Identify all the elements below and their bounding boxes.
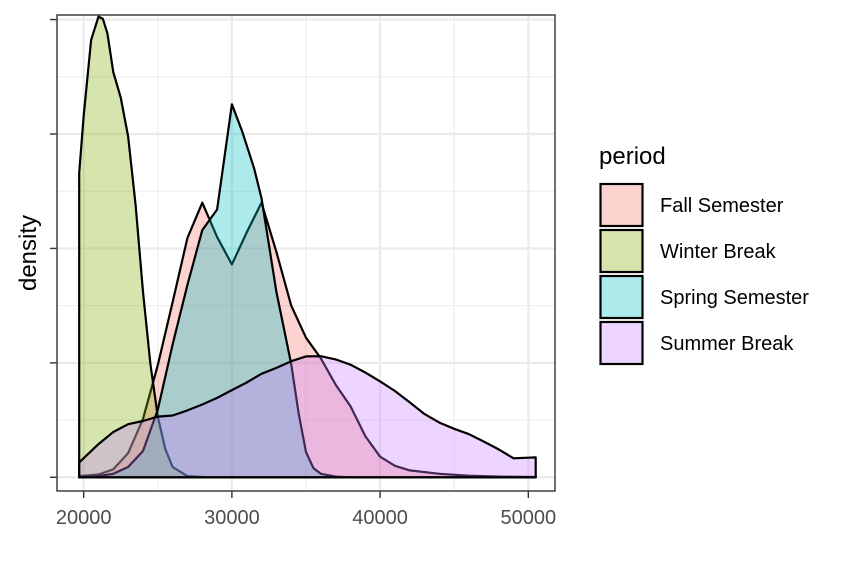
x-tick-label: 20000: [56, 507, 112, 529]
legend-label-fall-semester: Fall Semester: [660, 195, 784, 217]
legend-key-summer-break: [599, 320, 644, 366]
y-axis-title: density: [15, 215, 42, 291]
legend-label-summer-break: Summer Break: [660, 333, 794, 355]
legend-label-spring-semester: Spring Semester: [660, 287, 809, 309]
legend-key-fall-semester: [599, 182, 644, 228]
legend: period Fall Semester Winter Break Spring S…: [599, 143, 809, 366]
density-area-summer-break: [78, 355, 537, 479]
x-tick-label: 30000: [204, 507, 260, 529]
x-tick-label: 50000: [501, 507, 557, 529]
x-tick-label: 40000: [352, 507, 408, 529]
legend-label-winter-break: Winter Break: [660, 241, 777, 263]
legend-key-winter-break: [599, 228, 644, 274]
density-areas: [78, 15, 537, 479]
plot-panel-border: [56, 14, 556, 492]
legend-key-spring-semester: [599, 274, 644, 320]
legend-title: period: [599, 143, 666, 170]
axes: 20000 30000 40000 50000: [50, 18, 557, 529]
